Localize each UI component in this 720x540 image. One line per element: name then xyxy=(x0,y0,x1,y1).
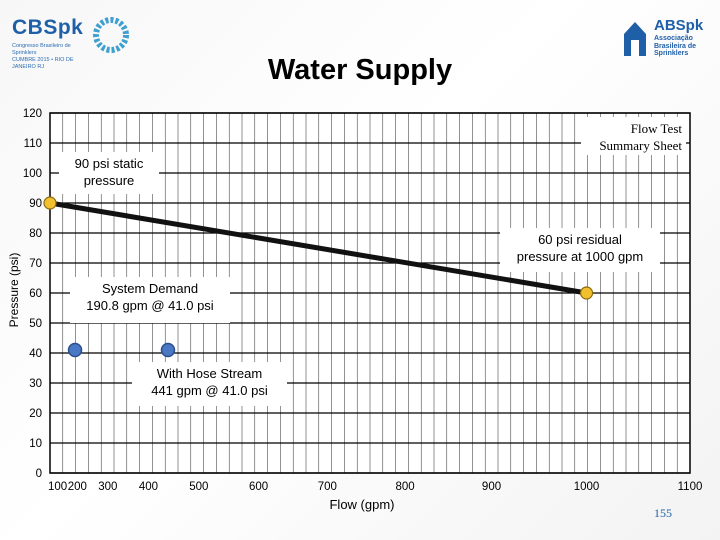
residual-pressure-callout-line2: pressure at 1000 gpm xyxy=(517,249,643,264)
sprinkler-ring-icon xyxy=(93,17,129,53)
abspk-logo-subtitle: Associação Brasileira de Sprinklers xyxy=(654,35,697,57)
x-tick-label: 300 xyxy=(98,481,117,493)
system-demand-callout-line1: System Demand xyxy=(102,281,198,296)
system-demand-callout-box xyxy=(70,277,230,323)
y-tick-label: 30 xyxy=(29,378,42,390)
residual-point xyxy=(579,286,594,300)
static-pressure-callout-line2: pressure xyxy=(84,173,135,188)
x-tick-label: 600 xyxy=(249,481,268,493)
chart-title: Water Supply xyxy=(267,54,453,86)
cbspk-logo-text: CBSpk xyxy=(12,16,84,39)
x-tick-label: 1100 xyxy=(678,481,703,493)
static-pressure-callout-box xyxy=(59,152,159,194)
x-tick-label: 100 xyxy=(48,481,67,493)
y-tick-label: 80 xyxy=(29,228,42,240)
demand-point xyxy=(67,342,83,358)
hose-stream-callout-line2: 441 gpm @ 41.0 psi xyxy=(151,383,268,398)
residual-pressure-callout-line1: 60 psi residual xyxy=(538,232,622,247)
flow-test-summary-label-line1: Flow Test xyxy=(631,121,683,136)
residual-pressure-callout-box xyxy=(500,228,660,272)
abspk-logo-text: ABSpk xyxy=(654,17,704,34)
x-tick-label: 700 xyxy=(318,481,337,493)
x-tick-label: 1000 xyxy=(574,481,600,493)
y-tick-label: 90 xyxy=(29,198,42,210)
flow-test-summary-label-line2: Summary Sheet xyxy=(599,138,682,153)
flow-test-summary-label-box xyxy=(581,117,686,155)
x-tick-label: 200 xyxy=(68,481,87,493)
x-tick-label: 500 xyxy=(189,481,208,493)
y-tick-label: 20 xyxy=(29,408,42,420)
y-tick-label: 70 xyxy=(29,258,42,270)
hose-stream-callout-line1: With Hose Stream xyxy=(157,366,262,381)
static-pressure-callout-line1: 90 psi static xyxy=(75,156,144,171)
x-tick-label: 900 xyxy=(482,481,501,493)
x-tick-label: 400 xyxy=(139,481,158,493)
static-point xyxy=(43,196,57,210)
y-tick-label: 110 xyxy=(24,138,42,150)
hose-point xyxy=(160,342,176,358)
y-tick-label: 40 xyxy=(29,348,42,360)
y-tick-label: 50 xyxy=(29,318,42,330)
x-tick-label: 800 xyxy=(395,481,414,493)
water-supply-line xyxy=(47,200,590,296)
cbspk-logo-subtitle: Congresso Brasileiro de Sprinklers CUMBRE… xyxy=(12,43,74,70)
abspk-building-icon xyxy=(624,22,646,56)
page-number: 155 xyxy=(654,506,672,520)
x-axis-label: Flow (gpm) xyxy=(329,497,395,512)
y-tick-label: 100 xyxy=(23,168,42,180)
y-tick-label: 60 xyxy=(29,288,42,300)
y-tick-label: 10 xyxy=(29,438,42,450)
plot-border xyxy=(49,112,691,474)
y-tick-label: 0 xyxy=(36,468,42,480)
y-tick-label: 120 xyxy=(23,108,42,120)
hose-stream-callout-box xyxy=(132,362,287,406)
system-demand-callout-line2: 190.8 gpm @ 41.0 psi xyxy=(86,298,213,313)
